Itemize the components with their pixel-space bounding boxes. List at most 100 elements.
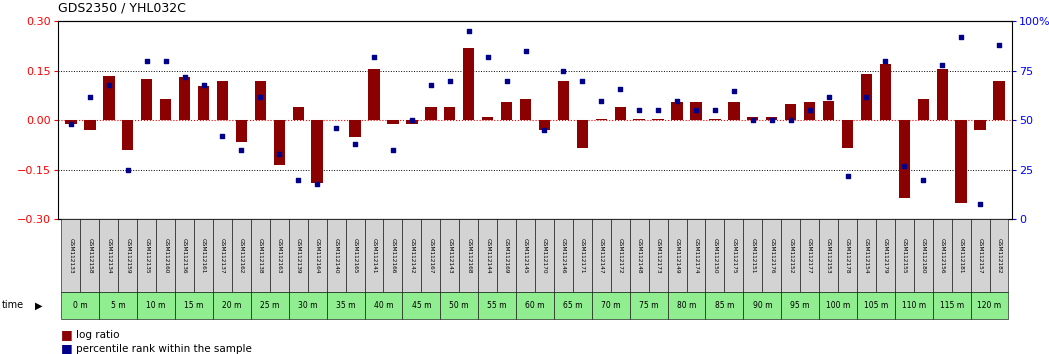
Text: 80 m: 80 m bbox=[677, 301, 697, 310]
Point bbox=[745, 118, 762, 123]
Text: ■: ■ bbox=[61, 342, 72, 354]
Point bbox=[176, 74, 193, 80]
Text: GSM112138: GSM112138 bbox=[258, 238, 263, 274]
Bar bbox=[255, 81, 266, 120]
Text: 5 m: 5 m bbox=[111, 301, 126, 310]
Bar bbox=[463, 48, 474, 120]
Bar bbox=[577, 120, 588, 148]
Bar bbox=[500, 102, 512, 120]
Bar bbox=[933, 219, 951, 292]
Bar bbox=[137, 219, 156, 292]
Text: 30 m: 30 m bbox=[298, 301, 318, 310]
Bar bbox=[629, 219, 648, 292]
Bar bbox=[800, 219, 819, 292]
Point bbox=[649, 108, 666, 113]
Bar bbox=[312, 120, 323, 183]
Bar bbox=[403, 219, 422, 292]
Bar bbox=[293, 107, 304, 120]
Bar bbox=[365, 219, 384, 292]
Bar bbox=[481, 117, 493, 120]
Bar bbox=[62, 219, 81, 292]
Bar bbox=[478, 219, 497, 292]
Point bbox=[308, 181, 325, 187]
Text: GSM112149: GSM112149 bbox=[675, 238, 680, 274]
Point bbox=[971, 201, 988, 206]
Text: 115 m: 115 m bbox=[940, 301, 964, 310]
Bar bbox=[539, 120, 550, 130]
Bar bbox=[857, 219, 876, 292]
Point bbox=[915, 177, 932, 183]
Bar bbox=[251, 219, 270, 292]
Bar bbox=[914, 219, 933, 292]
Text: GSM112181: GSM112181 bbox=[959, 238, 964, 274]
Text: GSM112170: GSM112170 bbox=[542, 238, 547, 274]
Bar bbox=[667, 292, 705, 319]
Point bbox=[820, 94, 837, 99]
Bar bbox=[705, 219, 725, 292]
Bar bbox=[785, 104, 796, 120]
Bar bbox=[766, 117, 777, 120]
Bar bbox=[686, 219, 705, 292]
Point bbox=[574, 78, 591, 84]
Text: GSM112174: GSM112174 bbox=[693, 238, 699, 274]
Bar bbox=[782, 292, 819, 319]
Bar bbox=[993, 81, 1005, 120]
Bar bbox=[970, 219, 989, 292]
Bar bbox=[648, 219, 667, 292]
Point bbox=[593, 98, 609, 103]
Text: GSM112140: GSM112140 bbox=[334, 238, 339, 274]
Bar bbox=[100, 292, 137, 319]
Text: log ratio: log ratio bbox=[76, 330, 119, 339]
Point bbox=[668, 98, 685, 103]
Text: 90 m: 90 m bbox=[752, 301, 772, 310]
Bar bbox=[690, 102, 702, 120]
Text: 45 m: 45 m bbox=[411, 301, 431, 310]
Bar bbox=[592, 292, 629, 319]
Text: 110 m: 110 m bbox=[902, 301, 926, 310]
Bar bbox=[520, 99, 531, 120]
Text: GSM112166: GSM112166 bbox=[390, 238, 395, 273]
Text: GSM112137: GSM112137 bbox=[220, 238, 224, 274]
Text: 55 m: 55 m bbox=[488, 301, 507, 310]
Bar bbox=[841, 120, 853, 148]
Text: GSM112152: GSM112152 bbox=[788, 238, 793, 274]
Bar bbox=[838, 219, 857, 292]
Bar bbox=[387, 120, 399, 124]
Text: GSM112177: GSM112177 bbox=[807, 238, 812, 274]
Bar bbox=[629, 292, 667, 319]
Bar bbox=[84, 120, 95, 130]
Bar bbox=[100, 219, 119, 292]
Text: GSM112175: GSM112175 bbox=[731, 238, 736, 274]
Bar bbox=[425, 107, 436, 120]
Bar bbox=[441, 292, 478, 319]
Text: GSM112136: GSM112136 bbox=[183, 238, 187, 274]
Bar bbox=[232, 219, 251, 292]
Bar bbox=[937, 69, 948, 120]
Bar bbox=[422, 219, 441, 292]
Text: GSM112141: GSM112141 bbox=[371, 238, 377, 274]
Text: GDS2350 / YHL032C: GDS2350 / YHL032C bbox=[58, 1, 186, 14]
Bar bbox=[141, 79, 152, 120]
Bar bbox=[819, 219, 838, 292]
Bar bbox=[288, 219, 307, 292]
Point bbox=[252, 94, 269, 99]
Point bbox=[687, 108, 704, 113]
Text: GSM112159: GSM112159 bbox=[125, 238, 130, 274]
Bar bbox=[175, 292, 213, 319]
Point bbox=[707, 108, 724, 113]
Point bbox=[195, 82, 212, 87]
Text: 15 m: 15 m bbox=[185, 301, 204, 310]
Point bbox=[783, 118, 799, 123]
Point bbox=[366, 54, 383, 60]
Point bbox=[839, 173, 856, 179]
Point bbox=[327, 125, 344, 131]
Text: GSM112176: GSM112176 bbox=[769, 238, 774, 274]
Bar bbox=[349, 120, 361, 137]
Bar bbox=[744, 219, 763, 292]
Text: GSM112153: GSM112153 bbox=[826, 238, 831, 274]
Bar bbox=[899, 120, 911, 198]
Bar bbox=[747, 117, 758, 120]
Text: GSM112143: GSM112143 bbox=[447, 238, 452, 274]
Text: GSM112182: GSM112182 bbox=[997, 238, 1002, 274]
Text: GSM112171: GSM112171 bbox=[580, 238, 585, 274]
